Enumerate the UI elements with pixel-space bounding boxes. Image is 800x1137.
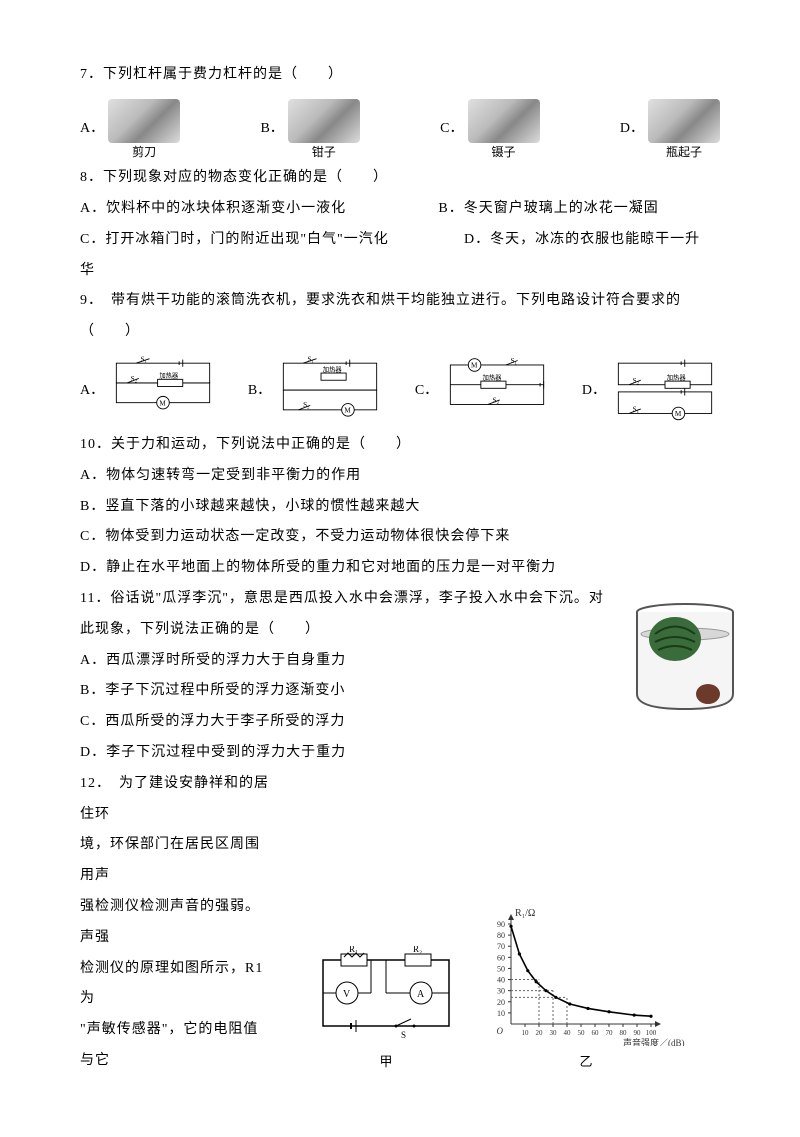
q10-opt-a: A．物体匀速转弯一定受到非平衡力的作用	[80, 461, 720, 492]
svg-text:R₁: R₁	[349, 946, 358, 954]
svg-text:60: 60	[592, 1029, 600, 1037]
svg-text:30: 30	[497, 987, 505, 996]
q11-opt-c: C．西瓜所受的浮力大于李子所受的浮力	[80, 707, 720, 738]
watermelon-beaker-image	[630, 584, 740, 714]
caption: 瓶起子	[666, 145, 702, 159]
circuit-c: M S₁ 加热器 S₂	[442, 356, 552, 426]
q8-opt-a: A．饮料杯中的冰块体积逐渐变小一液化	[80, 194, 438, 225]
bottle-opener-image	[648, 99, 720, 143]
caption: 剪刀	[132, 145, 156, 159]
q9-opt-a: A． S₁ S₂ 加热器 M	[80, 356, 218, 426]
circuit-d: S₂ 加热器 S₁ M	[610, 356, 720, 426]
svg-text:10: 10	[522, 1029, 530, 1037]
circuit-a: S₁ S₂ 加热器 M	[108, 356, 218, 426]
q12-l1: 12． 为了建设安静祥和的居住环	[80, 769, 270, 831]
q10-opt-d: D．静止在水平地面上的物体所受的重力和它对地面的压力是一对平衡力	[80, 553, 720, 584]
svg-text:声音强度／(dB): 声音强度／(dB)	[623, 1037, 685, 1046]
q8-stem: 8．下列现象对应的物态变化正确的是（ ）	[80, 163, 720, 194]
opt-letter: C．	[440, 114, 463, 145]
scissors-image	[108, 99, 180, 143]
q12-l3: 强检测仪检测声音的强弱。声强	[80, 892, 270, 954]
svg-text:O: O	[497, 1026, 504, 1036]
q9-stem-2: （ ）	[80, 317, 720, 348]
tweezers-image	[468, 99, 540, 143]
q11-opt-d: D．李子下沉过程中受到的浮力大于重力	[80, 738, 720, 769]
q9-opt-c: C． M S₁ 加热器 S₂	[415, 356, 552, 426]
q11-block: 11．俗话说"瓜浮李沉"，意思是西瓜投入水中会漂浮，李子投入水中会下沉。对 此现…	[80, 584, 720, 769]
q12-block: 12． 为了建设安静祥和的居住环 境，环保部门在居民区周围用声 强检测仪检测声音…	[80, 769, 720, 1077]
svg-text:10: 10	[497, 1009, 505, 1018]
svg-text:70: 70	[497, 942, 505, 951]
q12-l4: 检测仪的原理如图所示，R1 为	[80, 954, 270, 1016]
q8-opt-d-cont: 华	[80, 256, 720, 287]
opt-letter: A．	[80, 114, 104, 145]
svg-text:V: V	[343, 989, 351, 1000]
q10-opt-b: B．竖直下落的小球越来越快，小球的惯性越来越大	[80, 492, 720, 523]
svg-text:加热器: 加热器	[160, 371, 180, 380]
q12-l5: "声敏传感器"，它的电阻值与它	[80, 1015, 270, 1077]
q7-opt-d: D． 瓶起子	[620, 99, 720, 159]
svg-text:M: M	[345, 407, 352, 415]
opt-letter: D．	[620, 114, 644, 145]
caption: 镊子	[491, 145, 515, 159]
svg-text:A: A	[417, 989, 425, 1000]
caption-yi: 乙	[579, 1048, 592, 1077]
q7-options: A． 剪刀 B． 钳子 C． 镊子 D． 瓶起子	[80, 99, 720, 159]
svg-text:R₁/Ω: R₁/Ω	[515, 908, 535, 919]
q11-opt-a: A．西瓜漂浮时所受的浮力大于自身重力	[80, 646, 720, 677]
q10-opt-c: C．物体受到力运动状态一定改变，不受力运动物体很快会停下来	[80, 522, 720, 553]
q11-stem-2: 此现象，下列说法正确的是（ ）	[80, 615, 720, 646]
svg-text:M: M	[471, 362, 478, 370]
circuit-b: S₁ 加热器 S₂ M	[275, 356, 385, 426]
svg-text:100: 100	[646, 1029, 657, 1037]
q10-stem: 10．关于力和运动，下列说法中正确的是（ ）	[80, 430, 720, 461]
q7-opt-a: A． 剪刀	[80, 99, 180, 159]
pliers-image	[288, 99, 360, 143]
q9-stem: 9． 带有烘干功能的滚筒洗衣机，要求洗衣和烘干均能独立进行。下列电路设计符合要求…	[80, 286, 720, 317]
opt-letter: A．	[80, 376, 104, 407]
q8-opt-b: B．冬天窗户玻璃上的冰花一凝固	[438, 194, 720, 225]
opt-letter: B．	[260, 114, 283, 145]
svg-text:80: 80	[620, 1029, 628, 1037]
svg-text:加热器: 加热器	[323, 364, 343, 373]
svg-text:90: 90	[497, 920, 505, 929]
opt-letter: B．	[248, 376, 271, 407]
svg-text:加热器: 加热器	[667, 372, 687, 381]
svg-text:90: 90	[634, 1029, 642, 1037]
q8-opt-d: D．冬天，冰冻的衣服也能晾干一升	[464, 225, 720, 256]
svg-text:40: 40	[564, 1029, 572, 1037]
svg-text:S: S	[401, 1030, 406, 1040]
svg-text:30: 30	[550, 1029, 558, 1037]
svg-text:50: 50	[497, 965, 505, 974]
caption: 钳子	[312, 145, 336, 159]
svg-text:加热器: 加热器	[483, 372, 503, 381]
q7-opt-c: C． 镊子	[440, 99, 539, 159]
q9-opt-d: D． S₂ 加热器 S₁ M	[582, 356, 720, 426]
svg-text:20: 20	[497, 998, 505, 1007]
opt-letter: D．	[582, 376, 606, 407]
q7-opt-b: B． 钳子	[260, 99, 359, 159]
svg-text:80: 80	[497, 931, 505, 940]
svg-text:70: 70	[606, 1029, 614, 1037]
svg-text:60: 60	[497, 953, 505, 962]
q9-options: A． S₁ S₂ 加热器 M B． S₁ 加热器 S₂ M C． M S₁	[80, 356, 720, 426]
svg-text:M: M	[160, 399, 167, 407]
circuit-jia: R₁ R₂ V A S	[311, 946, 461, 1046]
svg-text:R₂: R₂	[413, 946, 422, 954]
q12-l2: 境，环保部门在居民区周围用声	[80, 830, 270, 892]
chart-yi: 10 20 30 40 50 60 70 80 90 10 20 30 40 50 60 70 80 90 100 O…	[481, 906, 691, 1046]
q11-opt-b: B．李子下沉过程中所受的浮力逐渐变小	[80, 676, 720, 707]
q7-stem: 7．下列杠杆属于费力杠杆的是（ ）	[80, 60, 720, 91]
caption-jia: 甲	[379, 1048, 392, 1077]
opt-letter: C．	[415, 376, 438, 407]
svg-text:40: 40	[497, 976, 505, 985]
svg-text:M: M	[675, 410, 682, 418]
svg-text:50: 50	[578, 1029, 586, 1037]
q11-stem-1: 11．俗话说"瓜浮李沉"，意思是西瓜投入水中会漂浮，李子投入水中会下沉。对	[80, 584, 720, 615]
svg-text:20: 20	[536, 1029, 544, 1037]
q9-opt-b: B． S₁ 加热器 S₂ M	[248, 356, 385, 426]
q8-opt-c: C．打开冰箱门时，门的附近出现"白气"一汽化	[80, 225, 464, 256]
